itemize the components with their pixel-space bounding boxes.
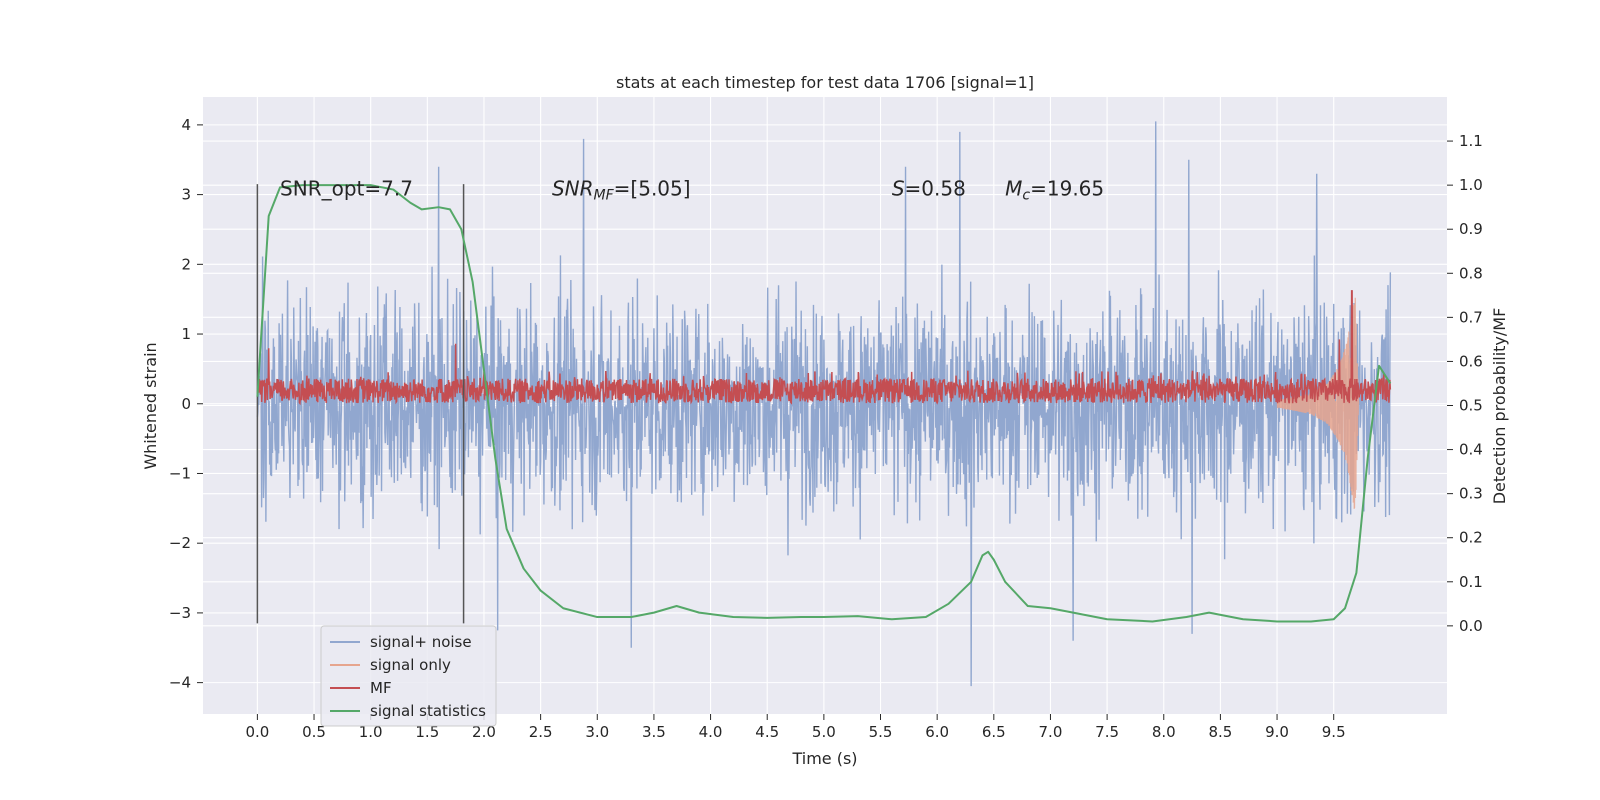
x-tick-label: 9.0 (1265, 723, 1289, 741)
x-tick-label: 5.5 (869, 723, 893, 741)
legend-label-signal-statistics: signal statistics (370, 702, 486, 720)
x-axis-label: Time (s) (791, 749, 857, 768)
y-right-tick-label: 0.9 (1459, 220, 1483, 238)
y-tick-label: 4 (181, 116, 191, 134)
y-tick-label: −2 (169, 534, 191, 552)
y-right-tick-label: 0.6 (1459, 352, 1483, 370)
y-tick-label: 1 (181, 325, 191, 343)
legend-box (320, 625, 497, 727)
y-axis-label: Whitened strain (141, 342, 160, 469)
x-tick-label: 3.0 (585, 723, 609, 741)
y-axis-ticks: −4 −3 −2 −1 0 1 2 3 4 (169, 116, 203, 692)
x-tick-label: 6.5 (982, 723, 1006, 741)
x-tick-label: 4.0 (699, 723, 723, 741)
x-tick-label: 7.0 (1039, 723, 1063, 741)
y-tick-label: −3 (169, 604, 191, 622)
y-right-tick-label: 0.5 (1459, 397, 1483, 415)
y-tick-label: −4 (169, 674, 191, 692)
x-tick-label: 0.5 (302, 723, 326, 741)
x-tick-label: 4.5 (755, 723, 779, 741)
y-tick-label: 3 (181, 186, 191, 204)
y-right-tick-label: 1.0 (1459, 176, 1483, 194)
y-tick-label: 0 (181, 395, 191, 413)
x-tick-label: 0.0 (245, 723, 269, 741)
y-right-axis-ticks: 0.0 0.1 0.2 0.3 0.4 0.5 0.6 0.7 0.8 0.9 1.0 1.1 (1447, 132, 1483, 635)
signal-only-series (1276, 297, 1360, 509)
x-tick-label: 8.0 (1152, 723, 1176, 741)
legend-label-signal-only: signal only (370, 656, 451, 674)
x-tick-label: 1.0 (359, 723, 383, 741)
annotations: SNR_opt=7.7 SNRMF=[5.05] S=0.58 Mc=19.65 (280, 177, 1104, 204)
x-tick-label: 1.5 (415, 723, 439, 741)
x-tick-label: 5.0 (812, 723, 836, 741)
vertical-lines (256, 184, 465, 624)
legend-label-mf: MF (370, 679, 392, 697)
annotation-text: S=0.58 (892, 177, 966, 201)
annotation-text: Mc=19.65 (1005, 177, 1104, 204)
mf-line (256, 290, 1392, 406)
x-tick-label: 7.5 (1095, 723, 1119, 741)
mf-series (256, 290, 1392, 406)
x-tick-label: 6.0 (925, 723, 949, 741)
x-tick-label: 2.0 (472, 723, 496, 741)
x-tick-label: 9.5 (1322, 723, 1346, 741)
signal-statistics-series (256, 184, 1392, 623)
annotation-text: SNRMF=[5.05] (552, 177, 691, 204)
x-tick-label: 2.5 (529, 723, 553, 741)
y-tick-label: 2 (181, 255, 191, 273)
y-right-tick-label: 0.7 (1459, 308, 1483, 326)
x-tick-label: 8.5 (1208, 723, 1232, 741)
y-right-axis-label: Detection probability/MF (1490, 308, 1509, 505)
legend: signal+ noise signal only MF signal stat… (320, 625, 497, 727)
y-right-tick-label: 0.0 (1459, 617, 1483, 635)
x-tick-label: 3.5 (642, 723, 666, 741)
y-right-tick-label: 1.1 (1459, 132, 1483, 150)
y-right-tick-label: 0.1 (1459, 573, 1483, 591)
y-right-tick-label: 0.8 (1459, 264, 1483, 282)
x-axis-ticks: 0.0 0.5 1.0 1.5 2.0 2.5 3.0 3.5 4.0 4.5 5.0 5.5 6.0 6… (245, 714, 1346, 741)
chart-title: stats at each timestep for test data 170… (616, 73, 1034, 92)
signal-only-line (1276, 297, 1360, 509)
y-tick-label: −1 (169, 464, 191, 482)
y-right-tick-label: 0.2 (1459, 529, 1483, 547)
legend-label-signal-noise: signal+ noise (370, 633, 472, 651)
y-right-tick-label: 0.3 (1459, 485, 1483, 503)
signal-statistics-line (256, 184, 1392, 623)
y-right-tick-label: 0.4 (1459, 441, 1483, 459)
annotation-text: SNR_opt=7.7 (280, 177, 413, 201)
